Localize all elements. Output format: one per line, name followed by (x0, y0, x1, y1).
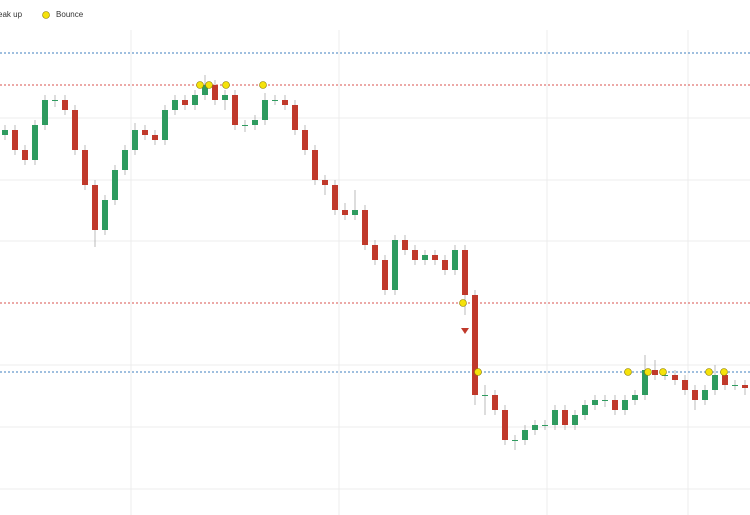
candle-body (562, 410, 568, 425)
candle-body (312, 150, 318, 180)
candle-body (232, 95, 238, 125)
candle-body (92, 185, 98, 230)
candle-body (122, 150, 128, 170)
candle-body (472, 295, 478, 395)
candle-body (332, 185, 338, 210)
candle-body (602, 400, 608, 401)
candle-body (452, 250, 458, 270)
candle-body (202, 85, 208, 95)
candle-body (642, 370, 648, 395)
marker (461, 328, 469, 334)
candle-body (572, 415, 578, 425)
candle-body (82, 150, 88, 185)
candle-body (72, 110, 78, 150)
candle-body (282, 100, 288, 105)
candle-body (542, 425, 548, 426)
candle-body (442, 260, 448, 270)
candle-body (512, 440, 518, 441)
candle-body (692, 390, 698, 400)
candle-body (382, 260, 388, 290)
candle-body (722, 375, 728, 385)
candle-body (342, 210, 348, 215)
candle-body (132, 130, 138, 150)
marker (720, 368, 728, 376)
candle-body (152, 135, 158, 140)
candle-body (432, 255, 438, 260)
candle-body (242, 125, 248, 126)
marker (659, 368, 667, 376)
marker (644, 368, 652, 376)
candle-body (702, 390, 708, 400)
candle-body (502, 410, 508, 440)
candle-body (292, 105, 298, 130)
candle-body (482, 395, 488, 396)
candle-body (532, 425, 538, 430)
candle-body (102, 200, 108, 230)
candle-body (172, 100, 178, 110)
candle-body (672, 375, 678, 380)
candle-body (2, 130, 8, 135)
candle-body (522, 430, 528, 440)
marker (205, 81, 213, 89)
candle-body (212, 85, 218, 100)
candle-body (372, 245, 378, 260)
marker (474, 368, 482, 376)
candle-body (592, 400, 598, 405)
candle-body (612, 400, 618, 410)
candle-body (742, 385, 748, 388)
candle-body (42, 100, 48, 125)
marker (196, 81, 204, 89)
legend-label: eak up (0, 10, 23, 19)
candle-body (352, 210, 358, 215)
candle-body (22, 150, 28, 160)
marker (624, 368, 632, 376)
candle-body (622, 400, 628, 410)
candle-body (362, 210, 368, 245)
candle-body (402, 240, 408, 250)
candle-body (62, 100, 68, 110)
candle-body (262, 100, 268, 120)
candle-body (552, 410, 558, 425)
marker (222, 81, 230, 89)
candle-body (52, 100, 58, 101)
candle-body (392, 240, 398, 290)
candle-body (682, 380, 688, 390)
candle-body (162, 110, 168, 140)
legend-marker (42, 11, 50, 19)
candle-body (632, 395, 638, 400)
marker (705, 368, 713, 376)
marker (259, 81, 267, 89)
candle-body (322, 180, 328, 185)
candle-body (222, 95, 228, 100)
candle-body (462, 250, 468, 295)
candle-body (732, 385, 738, 386)
candle-body (302, 130, 308, 150)
marker (459, 299, 467, 307)
candle-body (412, 250, 418, 260)
candle-body (182, 100, 188, 105)
candle-body (142, 130, 148, 135)
candle-body (252, 120, 258, 125)
candle-body (582, 405, 588, 415)
candle-body (192, 95, 198, 105)
candle-body (12, 130, 18, 150)
candle-body (272, 100, 278, 101)
candle-body (662, 375, 668, 376)
candle-body (32, 125, 38, 160)
legend-label: Bounce (56, 10, 84, 19)
candle-body (422, 255, 428, 260)
candle-body (652, 370, 658, 375)
candle-body (112, 170, 118, 200)
candle-body (492, 395, 498, 410)
candle-body (712, 375, 718, 390)
